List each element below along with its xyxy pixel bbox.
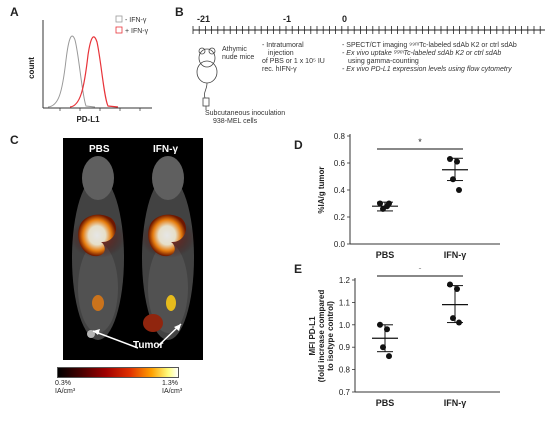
y-tick-label: 0.6 [334, 159, 346, 168]
scale-max: 1.3% IA/cm³ [162, 380, 183, 395]
panel-a-histogram: - IFN-γ + IFN-γ count PD-L1 [27, 15, 152, 124]
y-tick-label: 0.0 [334, 240, 346, 249]
y-tick-label: 0.4 [334, 186, 346, 195]
chart-e: 0.7 0.8 0.9 1.0 1.1 1.2 MFI PD-L1 (fold increas… [308, 268, 500, 408]
panel-a-label: A [10, 5, 19, 19]
legend-plus-ifn: + IFN-γ [125, 28, 149, 35]
ifn-image-title: IFN-γ [153, 144, 178, 155]
injection-text: - Intratumoral injection of PBS or 1 x 1… [262, 42, 325, 73]
histogram-minus-ifn [47, 35, 96, 108]
legend-swatch-plus [115, 26, 123, 34]
mice-label: Athymic nude mice [222, 46, 255, 61]
syringe-icon [202, 97, 210, 110]
panel-c-label: C [10, 133, 19, 147]
significance-star: * [418, 268, 422, 274]
y-tick-label: 1.1 [339, 298, 351, 307]
timepoint-0: 0 [342, 14, 347, 24]
mouse-icon [196, 47, 218, 99]
legend-swatch-minus [115, 15, 123, 23]
x-category-label: PBS [376, 250, 395, 260]
y-tick-label: 0.8 [339, 366, 351, 375]
data-point [456, 187, 462, 193]
y-tick-label: 0.9 [339, 343, 351, 352]
chart-d: 0.0 0.2 0.4 0.6 0.8 %IA/g tumor PBS IFN-γ * [317, 132, 500, 260]
y-tick-label: 0.7 [339, 388, 351, 397]
y-axis-label: MFI PD-L1 [308, 316, 317, 356]
panel-d-label: D [294, 138, 303, 152]
data-point [447, 281, 453, 288]
panel-b-label: B [175, 5, 184, 19]
y-axis-label: %IA/g tumor [317, 166, 326, 213]
y-axis-label: (fold increase compared [317, 290, 326, 383]
x-category-label: IFN-γ [444, 398, 467, 408]
panel-e-label: E [294, 262, 303, 276]
scale-min: 0.3% IA/cm³ [55, 380, 76, 395]
imaging-text: - SPECT/CT imaging ⁹⁹ᵐTc-labeled sdAb K2… [342, 42, 517, 73]
y-tick-label: 1.0 [339, 321, 351, 330]
legend-minus-ifn: - IFN-γ [125, 17, 147, 24]
significance-star: * [418, 137, 422, 147]
histogram-plus-ifn [69, 36, 119, 108]
tumor-label: Tumor [133, 340, 164, 351]
tumor-arrows [92, 323, 182, 349]
inoculation-text: Subcutaneous inoculation 938-MEL cells [205, 110, 286, 125]
timepoint-minus21: -21 [197, 14, 210, 24]
color-scale-bar [57, 367, 179, 378]
y-tick-label: 0.8 [334, 132, 346, 141]
timepoint-minus1: -1 [283, 14, 291, 24]
x-category-label: PBS [376, 398, 395, 408]
data-point [386, 353, 392, 360]
mouse-pbs [70, 156, 126, 340]
y-tick-label: 0.2 [334, 213, 346, 222]
x-category-label: IFN-γ [444, 250, 467, 260]
data-point [447, 155, 453, 162]
y-axis-label: to isotype control) [326, 301, 335, 371]
mouse-ifn [140, 156, 196, 340]
spect-ct-svg [70, 156, 196, 340]
panel-a-ylabel: count [27, 57, 36, 79]
panel-a-xlabel: PD-L1 [76, 115, 100, 124]
spect-ct-image: PBS IFN-γ Tumor [63, 138, 203, 360]
y-tick-label: 1.2 [339, 276, 351, 285]
pbs-image-title: PBS [89, 144, 110, 155]
panel-b-timeline: -21 -1 0 [192, 14, 545, 110]
